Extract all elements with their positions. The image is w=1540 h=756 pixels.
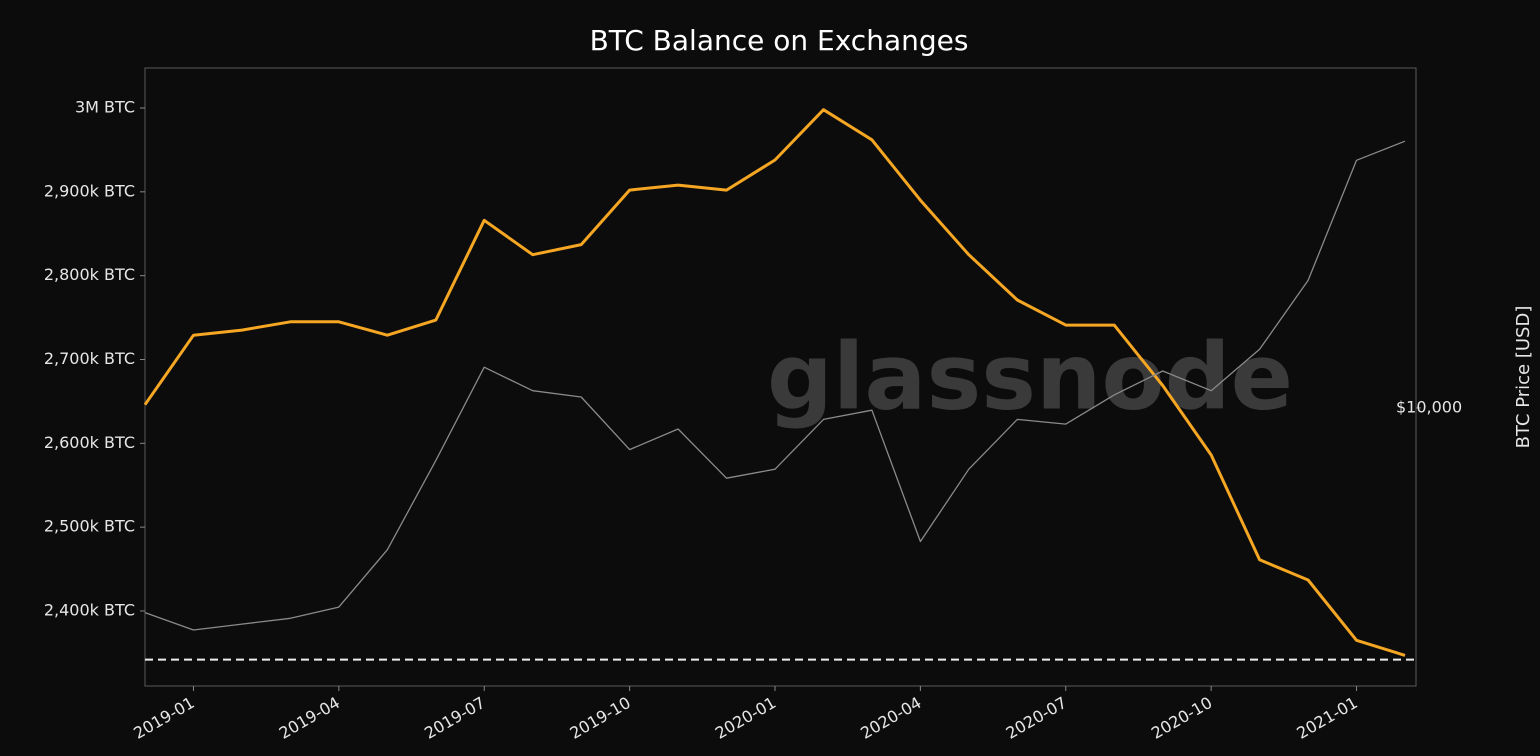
y2-axis-label: BTC Price [USD] (1513, 306, 1534, 449)
y-tick-label: 2,600k BTC (44, 433, 135, 452)
chart-title: BTC Balance on Exchanges (590, 24, 969, 57)
series-line (143, 108, 1406, 657)
plot-frame (144, 67, 1417, 687)
y-tick-label: 2,500k BTC (44, 517, 135, 536)
y-tick-label: 2,900k BTC (44, 181, 135, 200)
y2-tick-label: $10,000 (1396, 397, 1462, 416)
watermark: glassnode (767, 323, 1293, 430)
y-tick-label: 2,800k BTC (44, 265, 135, 284)
series-line (144, 140, 1406, 631)
y-tick-label: 2,400k BTC (44, 600, 135, 619)
y-tick-label: 3M BTC (75, 97, 135, 116)
y-tick-label: 2,700k BTC (44, 349, 135, 368)
